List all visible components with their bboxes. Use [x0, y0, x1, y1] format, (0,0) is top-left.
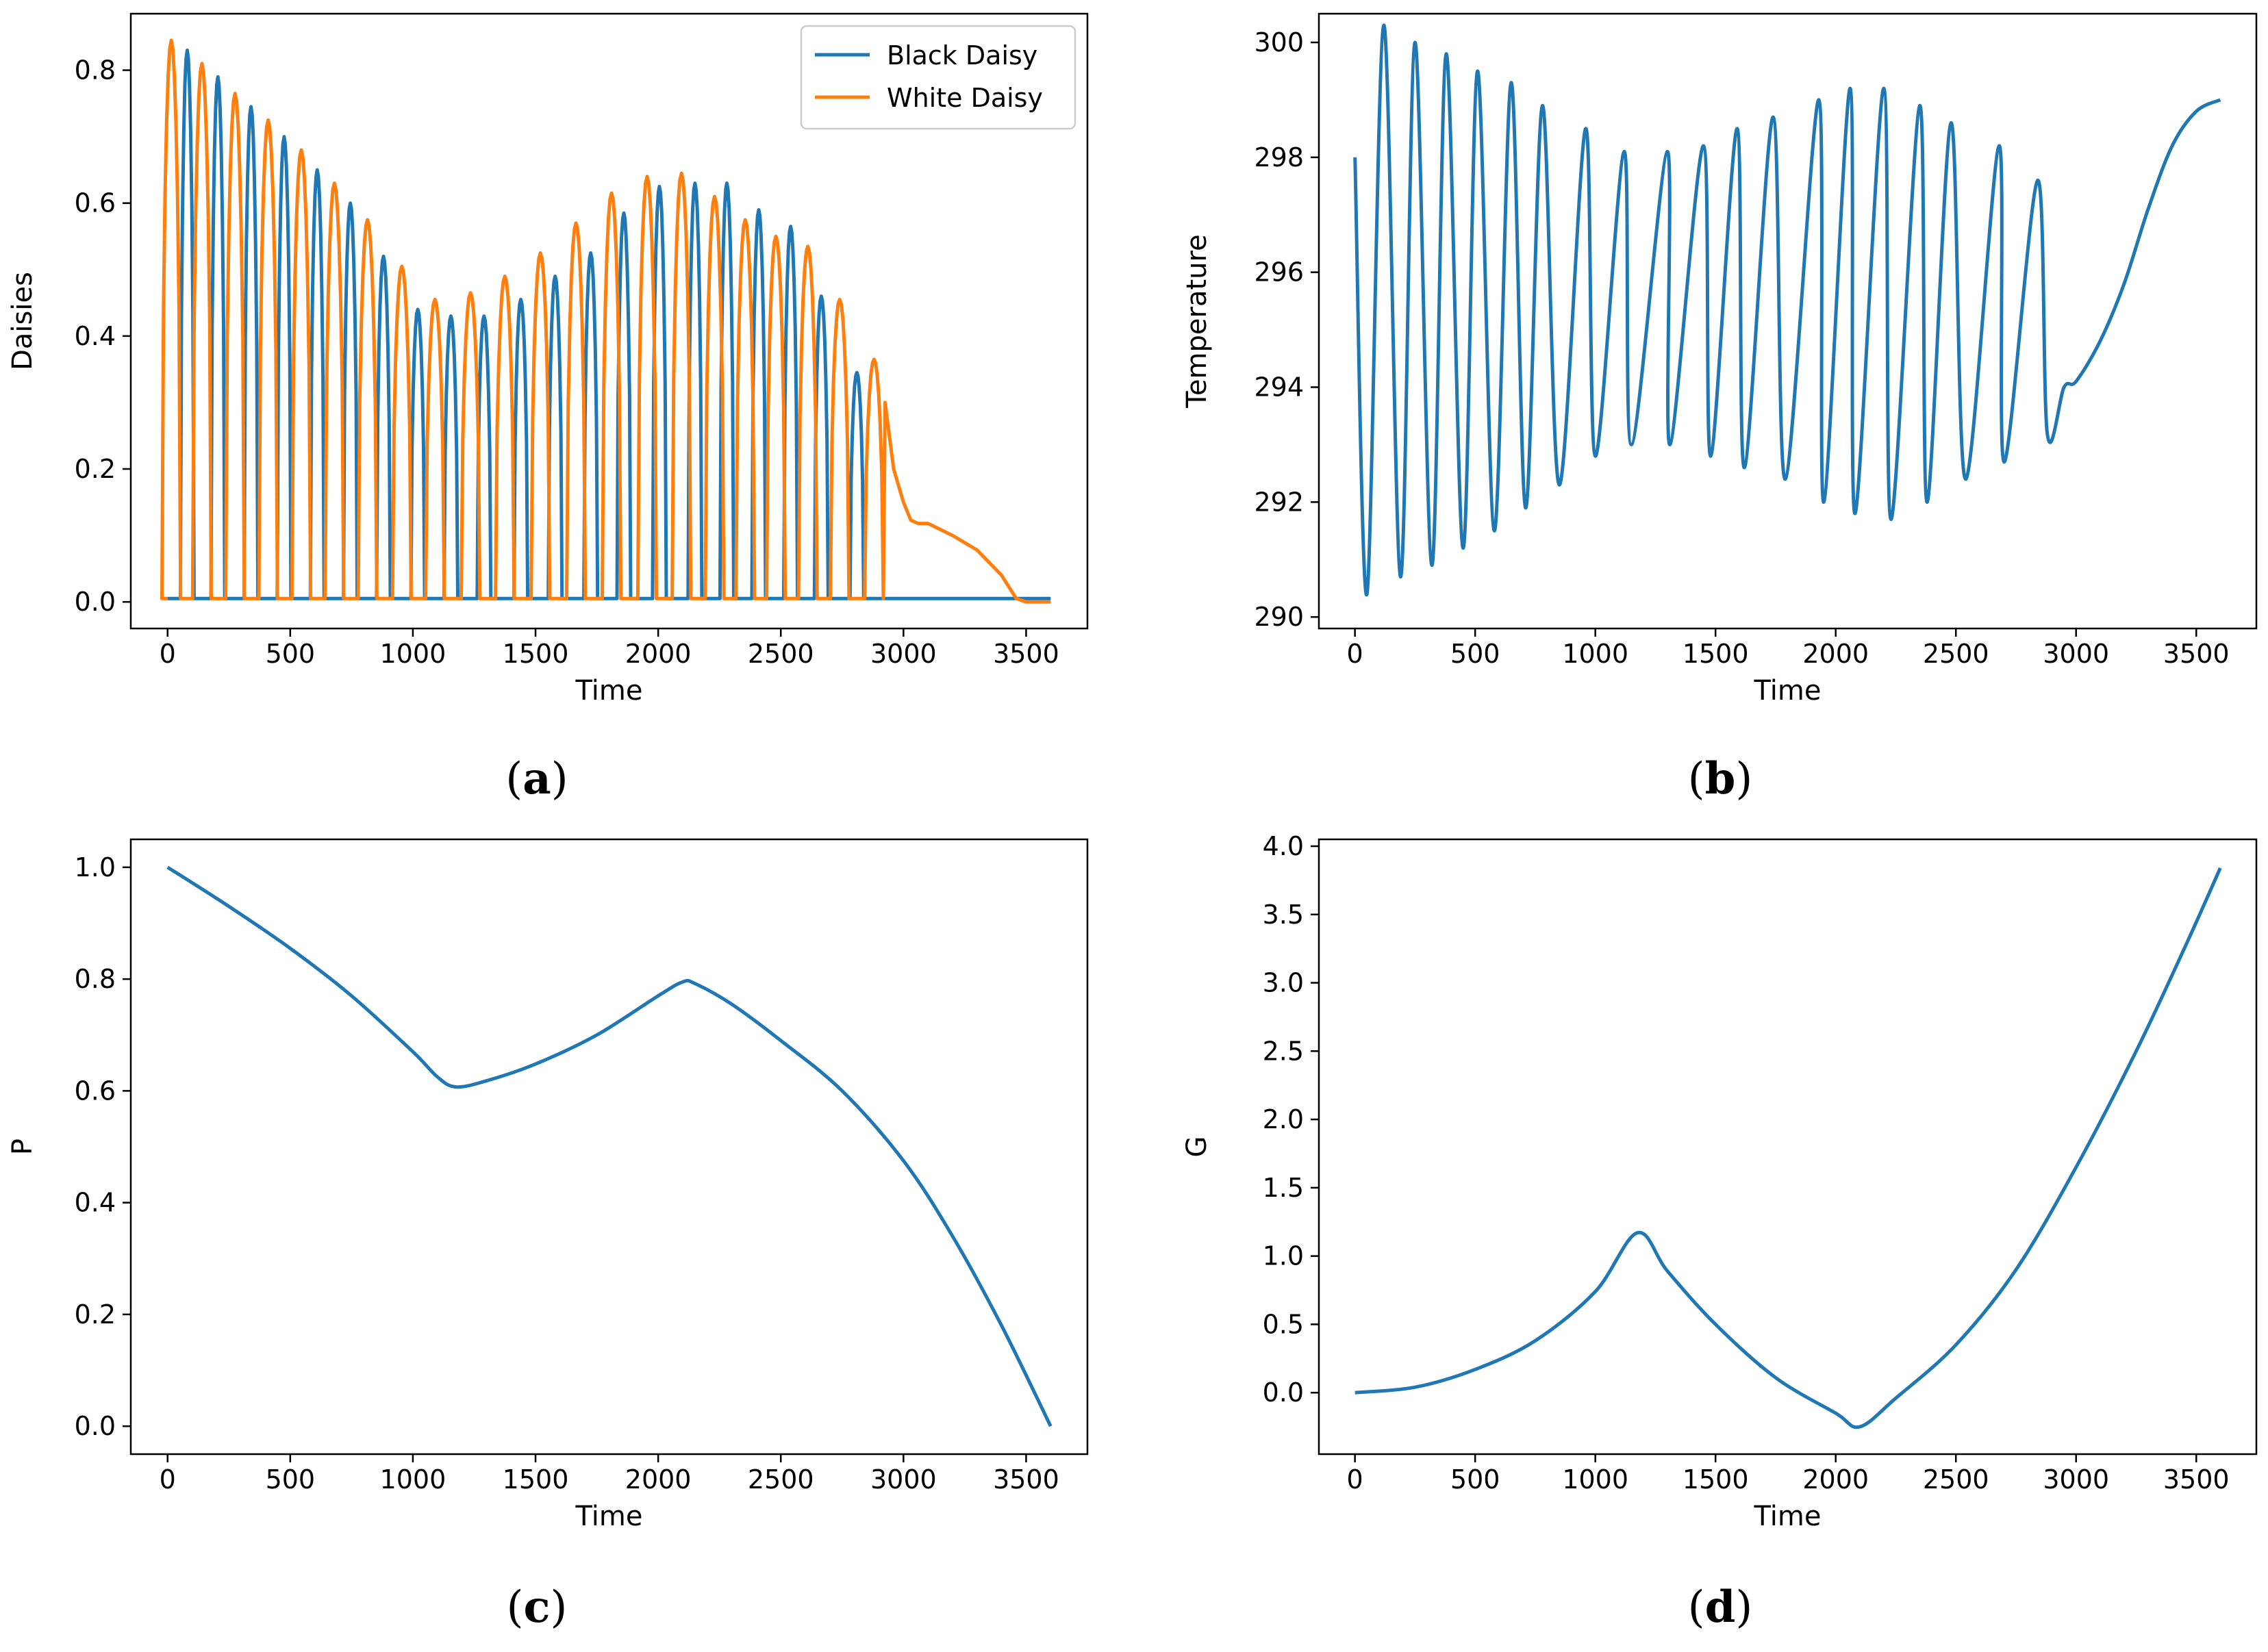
x-tick-label: 0: [160, 639, 176, 669]
legend-box: [800, 25, 1076, 130]
y-tick-label: 0.8: [75, 964, 116, 994]
x-tick-label: 2500: [748, 639, 814, 669]
x-tick-label: 500: [266, 639, 316, 669]
x-tick-label: 2000: [625, 1464, 692, 1495]
y-tick-label: 300: [1254, 27, 1304, 58]
y-tick-label: 0.6: [75, 1076, 116, 1106]
y-tick-label: 1.0: [75, 852, 116, 882]
caption-b: (b): [1687, 753, 1753, 804]
series-line-black-daisy: [167, 48, 1051, 600]
y-tick-label: 294: [1254, 372, 1304, 403]
x-tick-label: 0: [1347, 639, 1363, 669]
x-tick-label: 1000: [1562, 1464, 1628, 1495]
x-tick-label: 1000: [1562, 639, 1628, 669]
x-tick-label: 3000: [2043, 639, 2109, 669]
x-tick-label: 3000: [2043, 1464, 2109, 1495]
chart-panel-c: 0 500 1000 1500 2000 2500 3000 3500 0.0 0.2 0.4 0.6…: [7, 838, 1089, 1532]
y-tick-label: 0.0: [75, 1411, 116, 1441]
x-tick-label: 2000: [1802, 1464, 1869, 1495]
x-axis-label: Time: [575, 675, 643, 707]
x-tick-label: 3500: [2163, 1464, 2230, 1495]
y-tick-label: 296: [1254, 257, 1304, 288]
y-axis-label: Daisies: [7, 272, 38, 370]
x-tick-label: 2000: [625, 639, 692, 669]
x-axis-label: Time: [1754, 1501, 1822, 1532]
x-tick-label: 1000: [380, 639, 446, 669]
chart-panel-b: 0 500 1000 1500 2000 2500 3000 3500 290 292 294 296…: [1181, 12, 2258, 707]
series-line-main: [166, 865, 1053, 1427]
x-tick-label: 2500: [748, 1464, 814, 1495]
x-axis-label: Time: [1754, 675, 1822, 707]
plot-frame: [129, 838, 1089, 1456]
x-tick-label: 500: [1450, 639, 1500, 669]
series-line-main: [1353, 23, 2221, 597]
y-tick-label: 1.5: [1263, 1173, 1304, 1203]
plot-frame: [1318, 838, 2258, 1456]
y-tick-label: 3.0: [1263, 968, 1304, 998]
y-tick-label: 4.0: [1263, 831, 1304, 861]
x-tick-label: 2000: [1802, 639, 1869, 669]
y-axis-label: P: [7, 1139, 38, 1155]
x-tick-label: 2500: [1923, 1464, 1989, 1495]
x-tick-label: 3500: [993, 639, 1059, 669]
chart-panel-a: 0 500 1000 1500 2000 2500 3000 3500 0.0 0.2 0.4 0.6…: [7, 12, 1089, 707]
x-tick-label: 3000: [870, 1464, 937, 1495]
caption-a: (a): [505, 753, 568, 804]
series-line-white-daisy: [160, 38, 1051, 604]
x-axis-label: Time: [575, 1501, 643, 1532]
y-tick-label: 3.5: [1263, 900, 1304, 930]
plot-frame: [1318, 12, 2258, 630]
x-tick-label: 3500: [2163, 639, 2230, 669]
legend-label: White Daisy: [887, 83, 1043, 113]
y-tick-label: 0.8: [75, 55, 116, 86]
x-tick-label: 0: [160, 1464, 176, 1495]
y-axis-label: Temperature: [1181, 234, 1213, 408]
y-tick-label: 0.6: [75, 188, 116, 218]
x-tick-label: 1500: [1683, 1464, 1749, 1495]
y-tick-label: 0.5: [1263, 1309, 1304, 1339]
y-axis-label: G: [1181, 1136, 1213, 1158]
x-tick-label: 3500: [993, 1464, 1059, 1495]
plot-frame: [129, 12, 1089, 630]
y-tick-label: 1.0: [1263, 1241, 1304, 1271]
chart-panel-d: 0 500 1000 1500 2000 2500 3000 3500 0.0 0.5 1.0 1.5…: [1181, 831, 2258, 1532]
x-tick-label: 500: [266, 1464, 316, 1495]
x-tick-label: 1500: [503, 639, 569, 669]
series-line-main: [1354, 867, 2222, 1429]
y-tick-label: 290: [1254, 602, 1304, 632]
x-tick-label: 1000: [380, 1464, 446, 1495]
caption-d: (d): [1687, 1581, 1753, 1633]
y-tick-label: 0.4: [75, 321, 116, 351]
legend-label: Black Daisy: [887, 40, 1037, 71]
x-tick-label: 500: [1450, 1464, 1500, 1495]
y-tick-label: 2.5: [1263, 1036, 1304, 1066]
x-tick-label: 3000: [870, 639, 937, 669]
y-tick-label: 0.4: [75, 1188, 116, 1218]
x-tick-label: 0: [1347, 1464, 1363, 1495]
y-tick-label: 292: [1254, 487, 1304, 517]
y-tick-label: 0.0: [75, 587, 116, 617]
x-tick-label: 2500: [1923, 639, 1989, 669]
y-tick-label: 0.0: [1263, 1377, 1304, 1408]
y-tick-label: 0.2: [75, 1299, 116, 1330]
x-tick-label: 1500: [503, 1464, 569, 1495]
y-tick-label: 298: [1254, 142, 1304, 173]
y-tick-label: 0.2: [75, 454, 116, 484]
caption-c: (c): [506, 1581, 568, 1633]
legend: Black Daisy White Daisy: [800, 25, 1076, 130]
x-tick-label: 1500: [1683, 639, 1749, 669]
y-tick-label: 2.0: [1263, 1104, 1304, 1134]
